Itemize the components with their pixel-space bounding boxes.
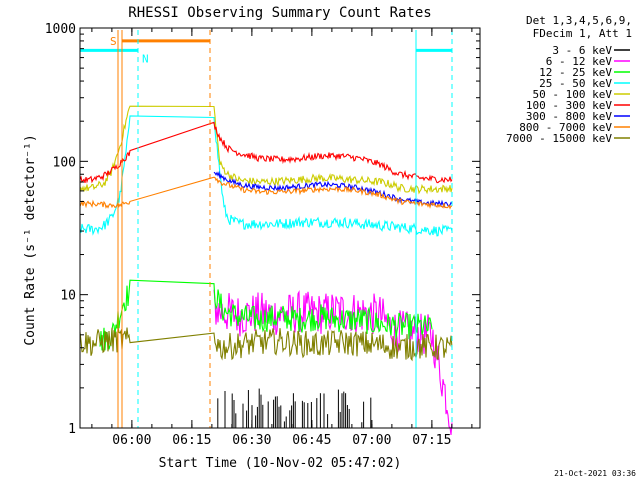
legend-label: 7000 - 15000 keV: [506, 132, 612, 145]
x-tick-label: 07:00: [352, 433, 391, 448]
x-tick-label: 06:45: [292, 433, 331, 448]
x-tick-label: 06:30: [232, 433, 271, 448]
series-line-800-7000-kev: [79, 176, 453, 210]
y-tick-label: 10: [60, 289, 76, 304]
legend-label: 12 - 25 keV: [539, 66, 612, 79]
y-tick-label: 100: [53, 155, 76, 170]
series-line-300-800-kev: [213, 170, 453, 208]
footer-date: 21-Oct-2021 03:36: [554, 469, 636, 478]
flag-label-n: N: [142, 52, 149, 65]
series-line-50-100-kev: [79, 105, 453, 195]
series-line-100-300-kev: [79, 121, 453, 184]
chart-title: RHESSI Observing Summary Count Rates: [128, 5, 431, 21]
legend-label: 3 - 6 keV: [552, 44, 612, 57]
legend-label: 100 - 300 keV: [526, 99, 612, 112]
y-tick-label: 1: [68, 422, 76, 437]
legend-label: 300 - 800 keV: [526, 110, 612, 123]
y-axis-label: Count Rate (s⁻¹ detector⁻¹): [23, 134, 38, 345]
series-line-6-12-kev: [213, 289, 453, 435]
legend-label: 50 - 100 keV: [533, 88, 613, 101]
legend-header-line-1: Det 1,3,4,5,6,9,: [526, 14, 632, 27]
plot-frame: [79, 27, 481, 429]
x-axis-label: Start Time (10-Nov-02 05:47:02): [159, 456, 402, 471]
y-tick-label: 1000: [45, 22, 76, 37]
series-line-7000-15000-kev: [79, 326, 453, 362]
x-tick-label: 06:00: [112, 433, 151, 448]
x-tick-label: 06:15: [172, 433, 211, 448]
flag-label-s: S: [110, 35, 117, 48]
legend-label: 800 - 7000 keV: [519, 121, 612, 134]
legend-header-line-2: FDecim 1, Att 1: [533, 27, 632, 40]
series-line-25-50-kev: [79, 115, 453, 237]
series-line-12-25-kev: [99, 279, 433, 351]
legend-label: 25 - 50 keV: [539, 77, 612, 90]
legend-label: 6 - 12 keV: [546, 55, 613, 68]
x-tick-label: 07:15: [412, 433, 451, 448]
series-3-6-kev: [217, 388, 372, 428]
